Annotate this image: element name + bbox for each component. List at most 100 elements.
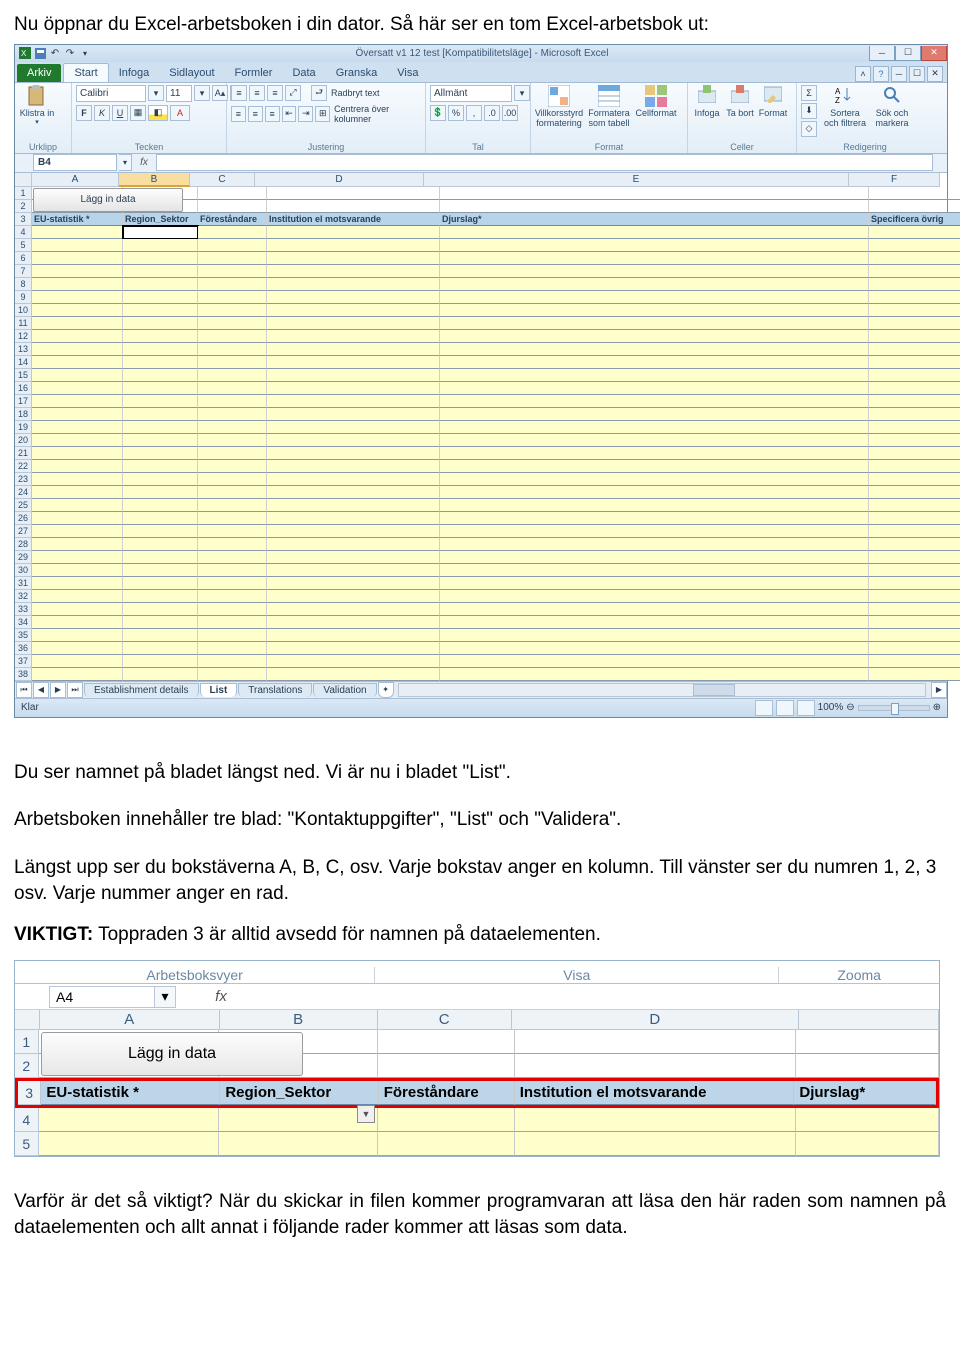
row-header-27[interactable]: 27 <box>15 525 32 538</box>
cell-r19-c4[interactable] <box>440 421 869 434</box>
cell-r7-c1[interactable] <box>123 265 198 278</box>
cell-r26-c5[interactable] <box>869 512 960 525</box>
cell-r13-c1[interactable] <box>123 343 198 356</box>
cell-r13-c4[interactable] <box>440 343 869 356</box>
cell-r4-c2[interactable] <box>198 226 267 239</box>
orientation-icon[interactable]: ⤢ <box>285 85 301 101</box>
cell-r12-c3[interactable] <box>267 330 440 343</box>
cell-r28-c5[interactable] <box>869 538 960 551</box>
font-color-button[interactable]: A <box>170 105 190 121</box>
row-header-10[interactable]: 10 <box>15 304 32 317</box>
cell-r16-c5[interactable] <box>869 382 960 395</box>
cell-r16-c0[interactable] <box>32 382 123 395</box>
cell-r19-c5[interactable] <box>869 421 960 434</box>
cell-r17-c3[interactable] <box>267 395 440 408</box>
cell-r23-c4[interactable] <box>440 473 869 486</box>
cell-r11-c2[interactable] <box>198 317 267 330</box>
cell-r19-c3[interactable] <box>267 421 440 434</box>
cell-r1-c3[interactable] <box>267 187 440 200</box>
comma-icon[interactable]: , <box>466 105 482 121</box>
cell-r35-c5[interactable] <box>869 629 960 642</box>
e2-col-B[interactable]: B <box>220 1010 378 1030</box>
align-bottom-icon[interactable]: ≡ <box>267 85 283 101</box>
row-header-15[interactable]: 15 <box>15 369 32 382</box>
cell-r32-c2[interactable] <box>198 590 267 603</box>
cell-r32-c4[interactable] <box>440 590 869 603</box>
cell-r38-c3[interactable] <box>267 668 440 681</box>
e2-cell-r5-c0[interactable] <box>39 1132 219 1156</box>
cell-r15-c2[interactable] <box>198 369 267 382</box>
row-header-36[interactable]: 36 <box>15 642 32 655</box>
cell-r24-c5[interactable] <box>869 486 960 499</box>
lagg-in-data-button[interactable]: Lägg in data <box>33 188 183 212</box>
row-header-8[interactable]: 8 <box>15 278 32 291</box>
cell-r3-c4[interactable]: Djurslag* <box>440 213 869 226</box>
cell-r10-c4[interactable] <box>440 304 869 317</box>
row-header-13[interactable]: 13 <box>15 343 32 356</box>
view-normal-icon[interactable] <box>755 700 773 716</box>
row-header-35[interactable]: 35 <box>15 629 32 642</box>
fill-color-button[interactable]: ◧ <box>148 105 168 121</box>
cell-r15-c5[interactable] <box>869 369 960 382</box>
cell-r20-c3[interactable] <box>267 434 440 447</box>
fx-icon[interactable]: fx <box>136 157 152 168</box>
cell-r9-c0[interactable] <box>32 291 123 304</box>
cell-r14-c1[interactable] <box>123 356 198 369</box>
tab-data[interactable]: Data <box>282 64 325 82</box>
cell-r36-c3[interactable] <box>267 642 440 655</box>
cell-r38-c0[interactable] <box>32 668 123 681</box>
cell-r24-c2[interactable] <box>198 486 267 499</box>
cell-r37-c3[interactable] <box>267 655 440 668</box>
zoom-out-icon[interactable]: ⊖ <box>846 702 854 713</box>
cell-r30-c0[interactable] <box>32 564 123 577</box>
cell-r11-c5[interactable] <box>869 317 960 330</box>
cell-r32-c3[interactable] <box>267 590 440 603</box>
undo-icon[interactable]: ↶ <box>49 47 61 59</box>
format-cells-button[interactable]: Format <box>758 85 788 119</box>
cell-r15-c1[interactable] <box>123 369 198 382</box>
decrease-indent-icon[interactable]: ⇤ <box>282 106 297 122</box>
cell-r24-c0[interactable] <box>32 486 123 499</box>
col-header-C[interactable]: C <box>190 173 255 187</box>
cell-r5-c0[interactable] <box>32 239 123 252</box>
cell-r31-c3[interactable] <box>267 577 440 590</box>
sheet-nav-prev-icon[interactable]: ◀ <box>33 682 49 698</box>
cell-r10-c2[interactable] <box>198 304 267 317</box>
cell-r34-c2[interactable] <box>198 616 267 629</box>
e2-col-last[interactable] <box>799 1010 939 1030</box>
cell-r20-c5[interactable] <box>869 434 960 447</box>
cell-r3-c0[interactable]: EU-statistik * <box>32 213 123 226</box>
e2-cell-dropdown-icon[interactable]: ▼ <box>357 1105 375 1123</box>
cell-r27-c4[interactable] <box>440 525 869 538</box>
e2-cell-r3-c1[interactable]: Region_Sektor <box>220 1081 378 1105</box>
cell-r16-c1[interactable] <box>123 382 198 395</box>
cell-r8-c2[interactable] <box>198 278 267 291</box>
cell-r3-c1[interactable]: Region_Sektor <box>123 213 198 226</box>
cell-r33-c2[interactable] <box>198 603 267 616</box>
cell-r6-c1[interactable] <box>123 252 198 265</box>
cell-r24-c4[interactable] <box>440 486 869 499</box>
e2-cell-r1-c2[interactable] <box>378 1030 515 1054</box>
cell-r23-c2[interactable] <box>198 473 267 486</box>
cell-r31-c4[interactable] <box>440 577 869 590</box>
cell-r36-c0[interactable] <box>32 642 123 655</box>
e2-cell-r4-c0[interactable] <box>39 1108 219 1132</box>
e2-cell-r2-c4[interactable] <box>796 1054 939 1078</box>
close-button[interactable]: ✕ <box>921 46 947 61</box>
col-header-D[interactable]: D <box>255 173 424 187</box>
row-header-16[interactable]: 16 <box>15 382 32 395</box>
paste-button[interactable]: Klistra in ▾ <box>19 85 55 127</box>
cell-r4-c1[interactable] <box>123 226 198 239</box>
tab-infoga[interactable]: Infoga <box>109 64 160 82</box>
cell-r14-c0[interactable] <box>32 356 123 369</box>
cell-r22-c2[interactable] <box>198 460 267 473</box>
e2-cell-r4-c3[interactable] <box>515 1108 797 1132</box>
view-pagebreak-icon[interactable] <box>797 700 815 716</box>
tab-visa[interactable]: Visa <box>387 64 428 82</box>
cell-r7-c2[interactable] <box>198 265 267 278</box>
child-close-icon[interactable]: ✕ <box>927 66 943 82</box>
cell-r1-c2[interactable] <box>198 187 267 200</box>
cell-r36-c2[interactable] <box>198 642 267 655</box>
align-center-icon[interactable]: ≡ <box>248 106 263 122</box>
cell-r4-c3[interactable] <box>267 226 440 239</box>
